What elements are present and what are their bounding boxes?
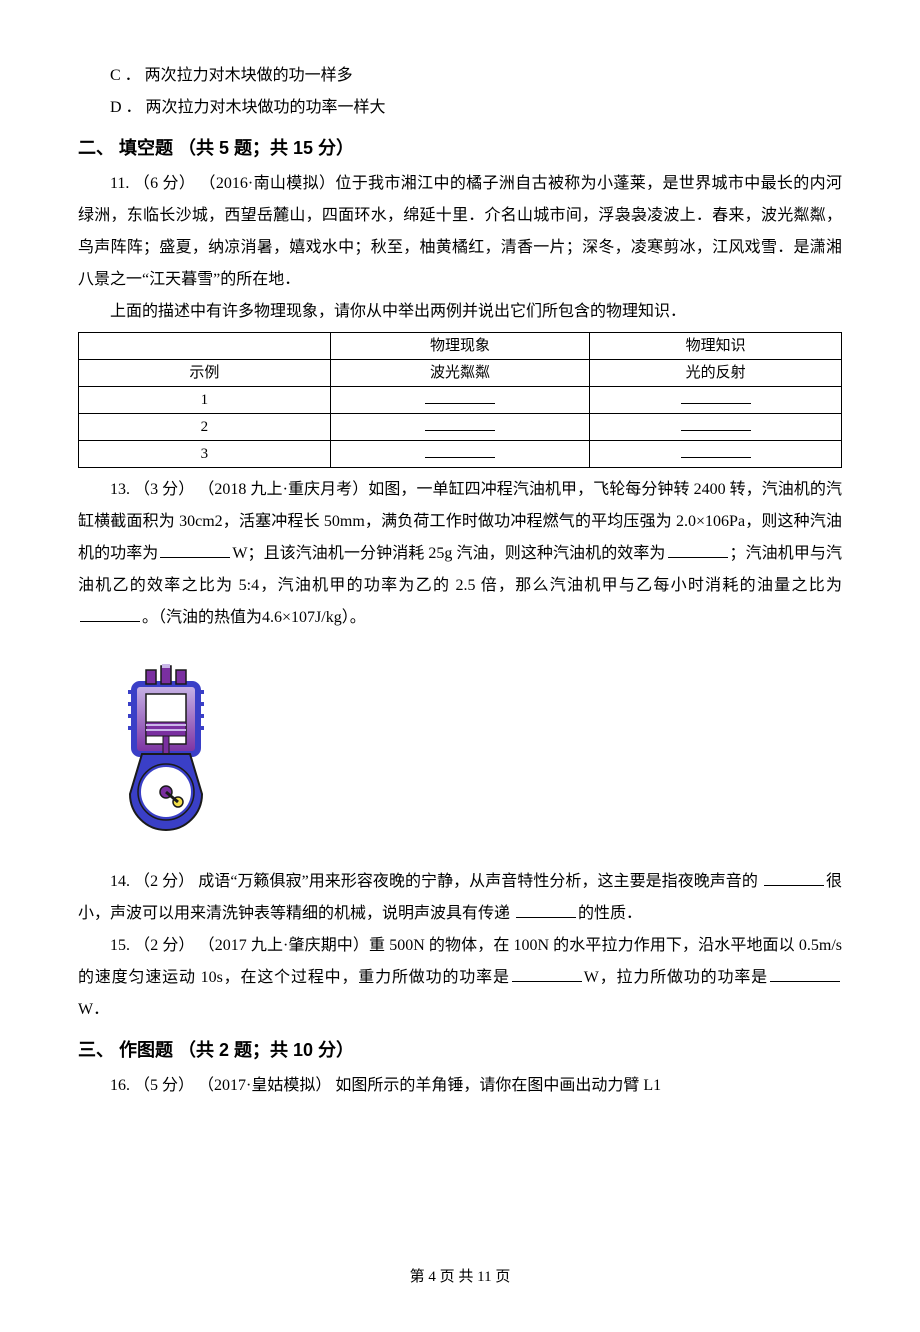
table-row: 3	[79, 441, 842, 468]
blank	[512, 967, 582, 982]
option-c: C ． 两次拉力对木块做的功一样多	[78, 60, 842, 92]
example-phenomenon: 波光粼粼	[330, 360, 589, 387]
q14-seg-c: 的性质．	[578, 905, 642, 922]
q15-seg-b: W，拉力所做功的功率是	[584, 969, 768, 986]
option-d: D ． 两次拉力对木块做功的功率一样大	[78, 92, 842, 124]
q11-sub: 上面的描述中有许多物理现象，请你从中举出两例并说出它们所包含的物理知识．	[78, 296, 842, 328]
table-row: 2	[79, 414, 842, 441]
q16-text: 16. （5 分） （2017·皇姑模拟） 如图所示的羊角锤，请你在图中画出动力…	[78, 1070, 842, 1102]
blank-cell	[590, 414, 842, 441]
table-row: 1	[79, 387, 842, 414]
table-row: 示例 波光粼粼 光的反射	[79, 360, 842, 387]
blank-cell	[330, 441, 589, 468]
blank	[160, 543, 230, 558]
blank	[764, 871, 824, 886]
blank	[770, 967, 840, 982]
header-phenomenon: 物理现象	[330, 333, 589, 360]
q14-seg-a: 14. （2 分） 成语“万籁俱寂”用来形容夜晚的宁静，从声音特性分析，这主要是…	[110, 873, 762, 890]
row-num: 2	[79, 414, 331, 441]
page-footer: 第 4 页 共 11 页	[78, 1262, 842, 1292]
q11-text: 11. （6 分） （2016·南山模拟）位于我市湘江中的橘子洲自古被称为小蓬莱…	[78, 168, 842, 296]
blank	[80, 607, 140, 622]
section-3-title: 三、 作图题 （共 2 题；共 10 分）	[78, 1032, 842, 1068]
q13-seg-b: W；且该汽油机一分钟消耗 25g 汽油，则这种汽油机的效率为	[232, 545, 665, 562]
blank	[516, 903, 576, 918]
row-num: 1	[79, 387, 331, 414]
blank	[668, 543, 728, 558]
header-knowledge: 物理知识	[590, 333, 842, 360]
example-knowledge: 光的反射	[590, 360, 842, 387]
row-num: 3	[79, 441, 331, 468]
example-label: 示例	[79, 360, 331, 387]
q15-text: 15. （2 分） （2017 九上·肇庆期中）重 500N 的物体，在 100…	[78, 930, 842, 1026]
header-blank	[79, 333, 331, 360]
table-row: 物理现象 物理知识	[79, 333, 842, 360]
q13-text: 13. （3 分） （2018 九上·重庆月考）如图，一单缸四冲程汽油机甲，飞轮…	[78, 474, 842, 634]
section-2-title: 二、 填空题 （共 5 题；共 15 分）	[78, 130, 842, 166]
engine-diagram	[106, 664, 842, 846]
q15-seg-c: W．	[78, 1001, 109, 1018]
blank-cell	[330, 387, 589, 414]
blank-cell	[590, 441, 842, 468]
blank-cell	[590, 387, 842, 414]
q13-seg-d: 。（汽油的热值为4.6×107J/kg）。	[142, 609, 366, 626]
q11-table: 物理现象 物理知识 示例 波光粼粼 光的反射 1 2 3	[78, 332, 842, 468]
blank-cell	[330, 414, 589, 441]
q14-text: 14. （2 分） 成语“万籁俱寂”用来形容夜晚的宁静，从声音特性分析，这主要是…	[78, 866, 842, 930]
